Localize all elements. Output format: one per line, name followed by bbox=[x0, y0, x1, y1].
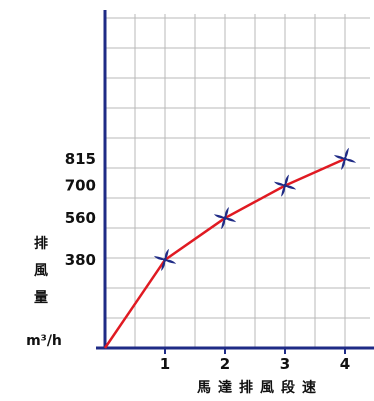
x-axis-title: 馬達排風段速 bbox=[197, 379, 323, 396]
y-tick-label: 815 bbox=[65, 150, 96, 168]
y-axis-title-char: 排 bbox=[34, 235, 48, 252]
y-tick-label: 700 bbox=[65, 177, 96, 195]
chart-axes bbox=[96, 10, 374, 350]
y-tick-label: 560 bbox=[65, 209, 96, 227]
y-tick-label: 380 bbox=[65, 251, 96, 269]
tick-labels: 1 2 3 4 380 560 700 815 bbox=[65, 150, 351, 373]
chart-grid bbox=[105, 14, 370, 348]
y-axis-title-char: 量 bbox=[34, 290, 48, 306]
x-tick-label: 3 bbox=[280, 355, 290, 373]
y-axis-title-char: 風 bbox=[34, 263, 48, 279]
y-axis-unit: m³/h bbox=[26, 333, 62, 349]
x-tick-label: 1 bbox=[160, 355, 170, 373]
tick-marks bbox=[164, 348, 346, 354]
x-tick-label: 4 bbox=[340, 355, 350, 373]
axis-titles: 馬達排風段速 排風量 m³/h bbox=[26, 235, 323, 396]
x-tick-label: 2 bbox=[220, 355, 230, 373]
